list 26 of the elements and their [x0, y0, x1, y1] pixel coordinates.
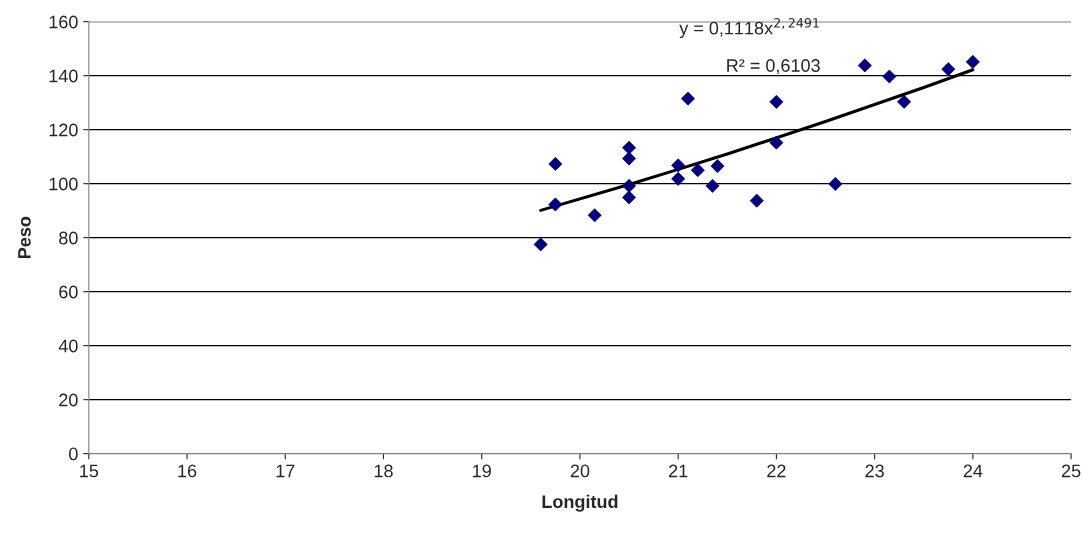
- y-tick-label: 60: [59, 285, 78, 299]
- x-tick-label: 20: [570, 464, 590, 478]
- x-tick-label: 22: [767, 464, 786, 478]
- x-tick-label: 25: [1061, 464, 1081, 478]
- y-tick-label: 40: [58, 339, 78, 353]
- x-tick-label: 17: [276, 464, 295, 478]
- annotation: R² = 0,6103: [727, 59, 820, 75]
- y-tick-label: 80: [59, 231, 78, 245]
- y-tick-label: 160: [49, 15, 78, 29]
- x-tick-label: 15: [80, 464, 99, 478]
- point: [710, 159, 725, 174]
- y-tick-label: 100: [49, 177, 78, 191]
- annotation: y = 0,1118x$^{2,2491}$: [679, 18, 819, 39]
- x-tick-label: 24: [963, 464, 983, 478]
- x-tick-label: 19: [473, 464, 491, 478]
- x-tick-label: 16: [178, 464, 197, 478]
- point: [548, 156, 563, 171]
- x-tick-label: 23: [865, 464, 884, 478]
- x-axis-title: Longitud: [542, 494, 618, 512]
- x-tick-label: 18: [374, 464, 393, 478]
- y-tick-label: 0: [69, 447, 78, 461]
- y-tick-label: 140: [49, 69, 78, 83]
- y-axis-title: Peso: [18, 216, 31, 259]
- y-tick-label: 20: [59, 393, 78, 407]
- y-tick-label: 120: [49, 123, 78, 137]
- x-tick-label: 21: [669, 464, 688, 478]
